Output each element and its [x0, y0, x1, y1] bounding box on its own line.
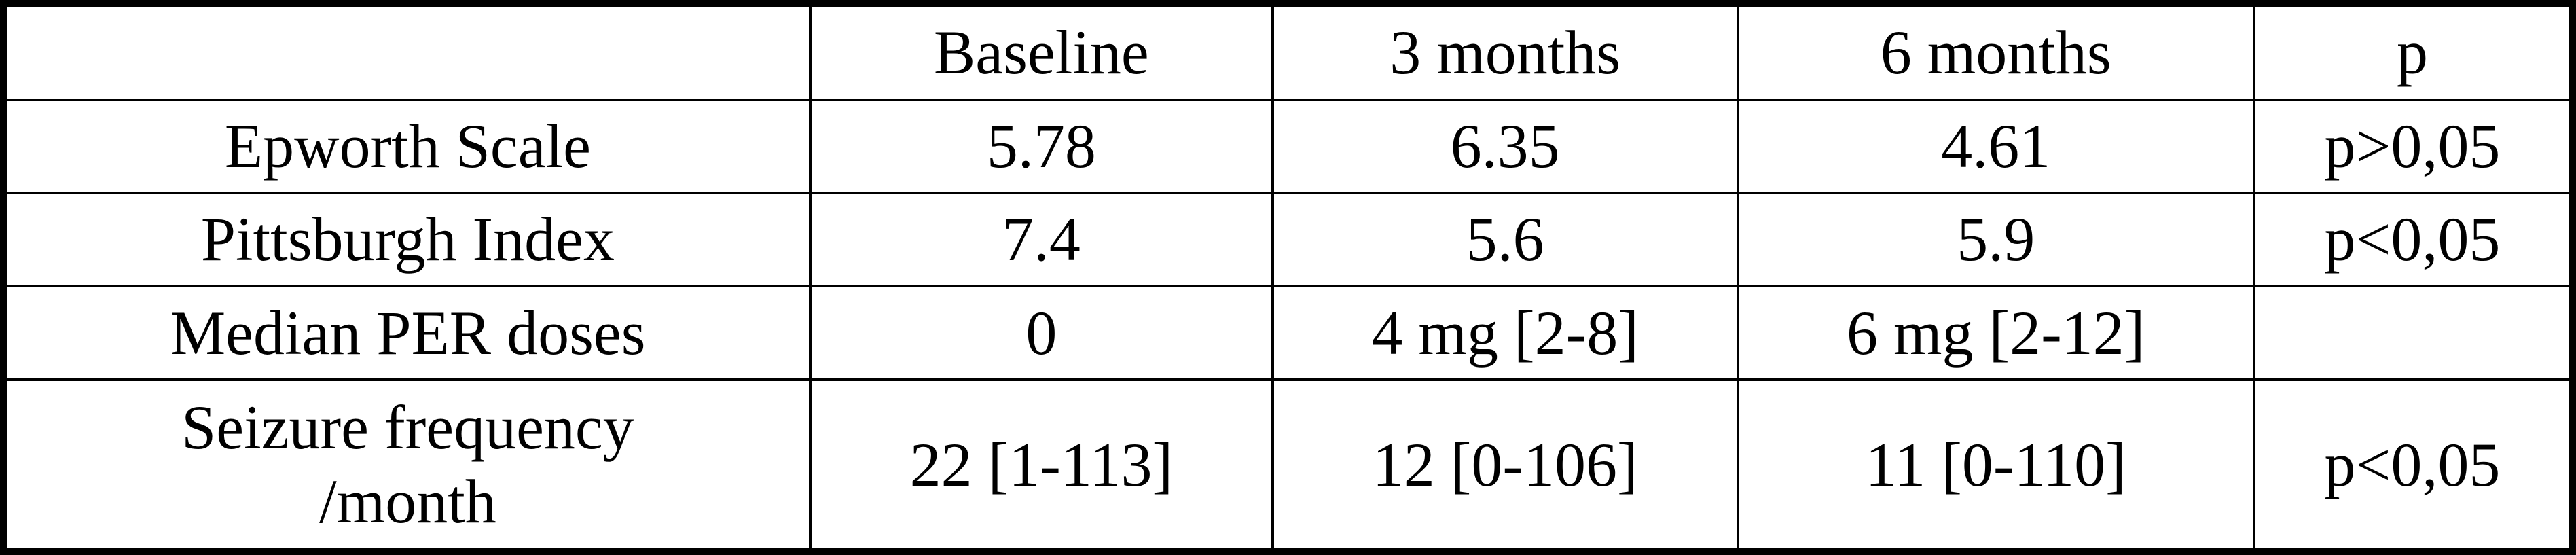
header-cell-baseline: Baseline	[808, 2, 1274, 101]
row-label: Epworth Scale	[2, 98, 812, 194]
data-cell: 5.78	[808, 98, 1274, 194]
header-cell-3months: 3 months	[1271, 2, 1739, 101]
p-value-cell	[2252, 285, 2575, 381]
data-cell: 7.4	[808, 191, 1274, 288]
header-row: Baseline 3 months 6 months p	[2, 2, 2575, 101]
header-cell-empty	[2, 2, 812, 101]
data-cell: 0	[808, 285, 1274, 381]
data-cell: 6.35	[1271, 98, 1739, 194]
data-cell: 12 [0-106]	[1271, 378, 1739, 554]
data-cell: 22 [1-113]	[808, 378, 1274, 554]
p-value-cell: p<0,05	[2252, 378, 2575, 554]
row-label: Seizure frequency /month	[2, 378, 812, 554]
table-row-pittsburgh: Pittsburgh Index 7.4 5.6 5.9 p<0,05	[2, 191, 2575, 288]
data-cell: 5.9	[1736, 191, 2255, 288]
table-row-per-doses: Median PER doses 0 4 mg [2-8] 6 mg [2-12…	[2, 285, 2575, 381]
header-cell-6months: 6 months	[1736, 2, 2255, 101]
table-row-seizure-frequency: Seizure frequency /month 22 [1-113] 12 […	[2, 378, 2575, 554]
data-cell: 11 [0-110]	[1736, 378, 2255, 554]
p-value-cell: p<0,05	[2252, 191, 2575, 288]
row-label: Median PER doses	[2, 285, 812, 381]
row-label: Pittsburgh Index	[2, 191, 812, 288]
data-cell: 6 mg [2-12]	[1736, 285, 2255, 381]
table-row-epworth: Epworth Scale 5.78 6.35 4.61 p>0,05	[2, 98, 2575, 194]
data-cell: 4.61	[1736, 98, 2255, 194]
data-cell: 5.6	[1271, 191, 1739, 288]
p-value-cell: p>0,05	[2252, 98, 2575, 194]
header-cell-p: p	[2252, 2, 2575, 101]
data-cell: 4 mg [2-8]	[1271, 285, 1739, 381]
